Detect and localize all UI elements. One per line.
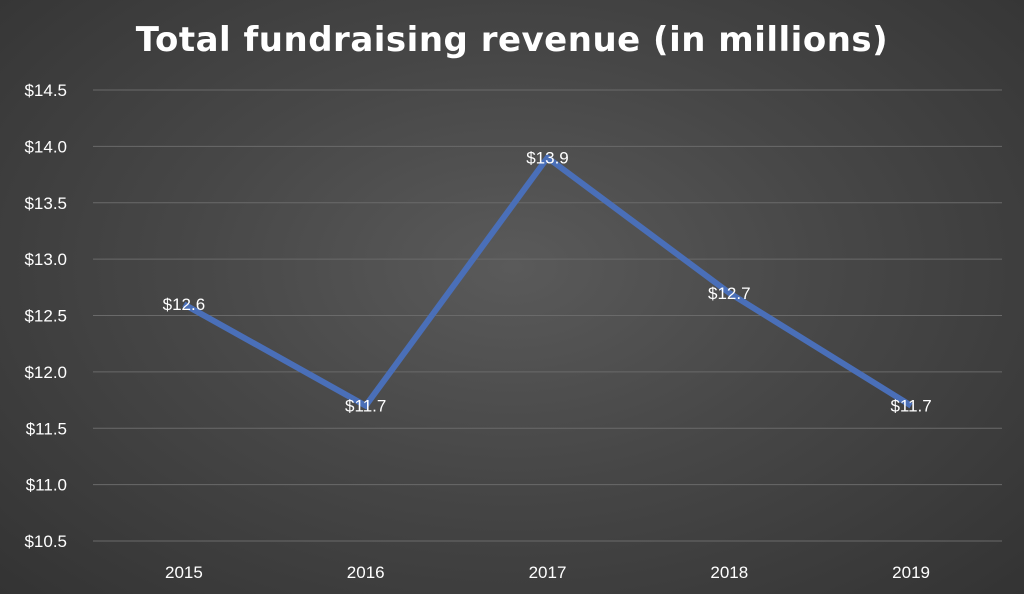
data-label: $12.7 [708, 284, 751, 303]
chart-title: Total fundraising revenue (in millions) [136, 20, 888, 60]
x-axis-tick-labels: 2015 2016 2017 2018 2019 [165, 563, 930, 582]
y-tick-label: $13.0 [24, 250, 67, 269]
y-tick-label: $12.5 [24, 307, 67, 326]
y-tick-label: $11.0 [26, 476, 67, 495]
y-tick-label: $10.5 [24, 532, 67, 551]
x-tick-label: 2019 [892, 563, 930, 582]
y-tick-label: $13.5 [24, 194, 67, 213]
y-tick-label: $14.5 [24, 81, 67, 100]
y-axis-tick-labels: $10.5 $11.0 $11.5 $12.0 $12.5 $13.0 $13.5 $14.0… [24, 81, 67, 551]
y-tick-label: $12.0 [24, 363, 67, 382]
data-label: $12.6 [163, 295, 206, 314]
data-label: $11.7 [345, 397, 386, 416]
data-label: $11.7 [890, 397, 931, 416]
series-line [182, 153, 913, 410]
x-tick-label: 2018 [710, 563, 748, 582]
x-tick-label: 2016 [347, 563, 385, 582]
gridlines [93, 89, 1002, 542]
x-tick-label: 2015 [165, 563, 203, 582]
data-label: $13.9 [526, 149, 569, 168]
data-labels: $12.6 $11.7 $13.9 $12.7 $11.7 [163, 149, 932, 416]
x-tick-label: 2017 [529, 563, 567, 582]
y-tick-label: $11.5 [26, 419, 67, 438]
series [182, 153, 913, 410]
y-tick-label: $14.0 [24, 137, 67, 156]
